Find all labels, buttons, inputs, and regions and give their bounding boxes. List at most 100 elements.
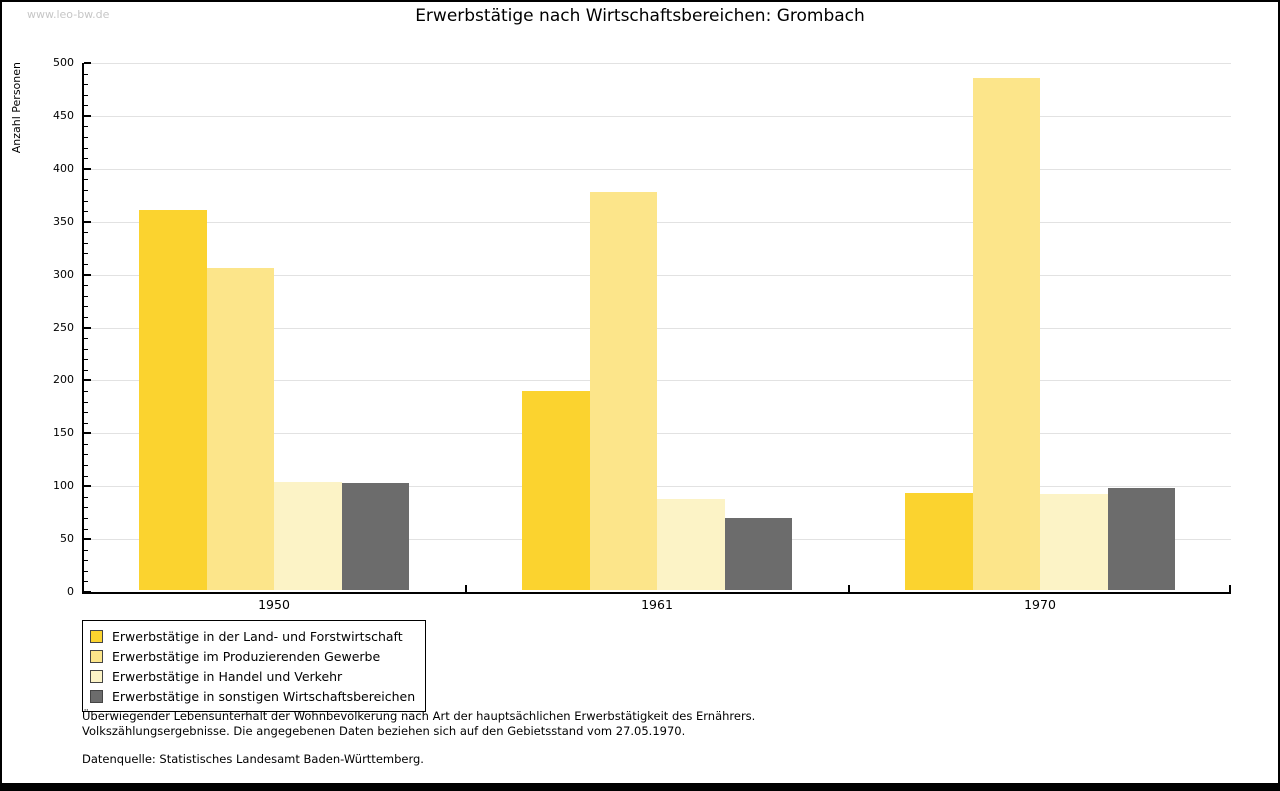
bar-1961-series-4 (724, 518, 792, 590)
legend-row-3: Erwerbstätige in Handel und Verkehr (90, 666, 415, 686)
legend-label: Erwerbstätige in der Land- und Forstwirt… (112, 628, 403, 644)
y-tick-label-0: 0 (67, 585, 74, 598)
y-minor-tick-490 (84, 73, 88, 75)
y-minor-tick-480 (84, 84, 88, 86)
y-minor-tick-240 (84, 338, 88, 340)
y-minor-tick-210 (84, 369, 88, 371)
gridline-200 (84, 380, 1231, 382)
y-major-tick-500 (84, 62, 91, 64)
y-minor-tick-10 (84, 581, 88, 583)
y-major-tick-250 (84, 326, 91, 329)
gridline-300 (84, 274, 1231, 276)
y-minor-tick-180 (84, 401, 88, 403)
y-minor-tick-20 (84, 570, 88, 572)
x-category-label-1961: 1961 (641, 597, 673, 612)
x-boundary-tick-3 (1229, 585, 1231, 592)
bar-1970-series-4 (1107, 488, 1175, 590)
y-minor-tick-470 (84, 94, 88, 96)
y-minor-tick-140 (84, 443, 88, 445)
legend-swatch-icon (90, 689, 103, 703)
y-minor-tick-190 (84, 390, 88, 392)
gridline-400 (84, 168, 1231, 170)
legend: Erwerbstätige in der Land- und Forstwirt… (82, 620, 427, 712)
gridline-450 (84, 115, 1231, 117)
y-major-tick-150 (84, 432, 91, 435)
x-category-label-1950: 1950 (258, 597, 290, 612)
y-minor-tick-430 (84, 137, 88, 139)
legend-row-2: Erwerbstätige im Produzierenden Gewerbe (90, 646, 415, 666)
bar-1961-series-3 (657, 499, 725, 590)
y-minor-tick-130 (84, 454, 88, 456)
y-tick-label-200: 200 (53, 373, 74, 387)
y-major-tick-0 (84, 591, 91, 593)
bar-1961-series-2 (589, 192, 657, 590)
y-minor-tick-320 (84, 253, 88, 255)
y-minor-tick-270 (84, 306, 88, 308)
legend-swatch-icon (90, 649, 103, 663)
chart-title: Erwerbstätige nach Wirtschaftsbereichen:… (415, 6, 865, 26)
plot-area (82, 62, 1231, 594)
y-major-tick-350 (84, 220, 91, 223)
y-tick-label-450: 450 (53, 108, 74, 122)
y-tick-label-500: 500 (53, 56, 74, 69)
y-minor-tick-280 (84, 295, 88, 297)
y-major-tick-100 (84, 485, 91, 488)
legend-row-4: Erwerbstätige in sonstigen Wirtschaftsbe… (90, 686, 415, 706)
y-minor-tick-380 (84, 189, 88, 191)
y-axis-line (82, 63, 84, 594)
gridline-500 (84, 63, 1231, 64)
y-minor-tick-160 (84, 422, 88, 424)
x-category-label-1970: 1970 (1024, 597, 1056, 612)
bar-1970-series-1 (905, 492, 973, 590)
y-minor-tick-230 (84, 348, 88, 350)
y-minor-tick-440 (84, 126, 88, 128)
y-major-tick-300 (84, 273, 91, 276)
y-minor-tick-80 (84, 507, 88, 509)
gridline-150 (84, 433, 1231, 435)
bar-1970-series-2 (972, 77, 1040, 590)
y-minor-tick-410 (84, 158, 88, 160)
y-minor-tick-110 (84, 475, 88, 477)
y-minor-tick-460 (84, 105, 88, 107)
bar-1950-series-3 (274, 482, 342, 590)
y-axis-title: Anzahl Personen (10, 62, 23, 154)
x-boundary-tick-2 (848, 585, 850, 592)
gridline-100 (84, 486, 1231, 488)
y-tick-label-400: 400 (53, 161, 74, 175)
y-minor-tick-390 (84, 179, 88, 181)
watermark-leo-bw: www.leo-bw.de (27, 8, 110, 21)
y-minor-tick-90 (84, 496, 88, 498)
y-major-tick-450 (84, 114, 91, 117)
y-minor-tick-370 (84, 200, 88, 202)
y-tick-label-100: 100 (53, 479, 74, 493)
y-minor-tick-120 (84, 465, 88, 467)
y-minor-tick-260 (84, 316, 88, 318)
gridline-250 (84, 327, 1231, 329)
legend-label: Erwerbstätige in sonstigen Wirtschaftsbe… (112, 688, 416, 704)
y-minor-tick-60 (84, 528, 88, 530)
footnote-line-2: Volkszählungsergebnisse. Die angegebenen… (82, 723, 686, 738)
y-minor-tick-70 (84, 517, 88, 519)
y-tick-label-250: 250 (53, 320, 74, 334)
x-axis-line (82, 592, 1231, 594)
legend-row-1: Erwerbstätige in der Land- und Forstwirt… (90, 626, 415, 646)
y-minor-tick-40 (84, 549, 88, 551)
y-minor-tick-220 (84, 359, 88, 361)
y-major-tick-50 (84, 538, 91, 541)
legend-swatch-icon (90, 629, 103, 643)
y-tick-label-150: 150 (53, 426, 74, 440)
y-minor-tick-290 (84, 285, 88, 287)
bar-1961-series-1 (522, 391, 590, 590)
y-major-tick-200 (84, 379, 91, 382)
y-tick-label-300: 300 (53, 267, 74, 281)
footnote: Überwiegender Lebensunterhalt der Wohnbe… (82, 709, 755, 738)
legend-label: Erwerbstätige in Handel und Verkehr (112, 668, 343, 684)
y-minor-tick-330 (84, 242, 88, 244)
y-tick-label-350: 350 (53, 214, 74, 228)
x-boundary-tick-1 (465, 585, 467, 592)
y-minor-tick-170 (84, 412, 88, 414)
gridline-350 (84, 221, 1231, 223)
bar-1950-series-4 (341, 483, 409, 590)
bar-1950-series-2 (206, 268, 274, 590)
